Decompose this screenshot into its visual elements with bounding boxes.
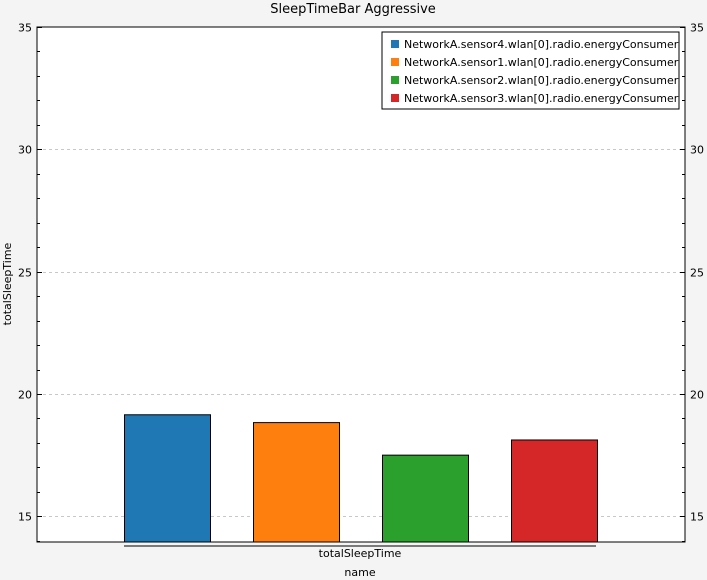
legend-label: NetworkA.sensor1.wlan[0].radio.energyCon… — [404, 56, 679, 69]
legend-label: NetworkA.sensor3.wlan[0].radio.energyCon… — [404, 92, 679, 105]
legend-swatch — [391, 40, 399, 48]
legend-label: NetworkA.sensor2.wlan[0].radio.energyCon… — [404, 74, 679, 87]
y-tick-label: 25 — [18, 267, 32, 280]
bar — [511, 439, 598, 543]
group-label: totalSleepTime — [319, 547, 402, 560]
bar — [124, 414, 211, 543]
y-tick-label-right: 35 — [690, 22, 704, 35]
y-tick-label: 20 — [18, 389, 32, 402]
y-tick-label-right: 30 — [690, 144, 704, 157]
legend-swatch — [391, 76, 399, 84]
y-tick-label-right: 25 — [690, 267, 704, 280]
y-tick-label: 30 — [18, 144, 32, 157]
bar — [382, 454, 469, 543]
y-tick-label-right: 15 — [690, 511, 704, 524]
y-tick-label: 15 — [18, 511, 32, 524]
legend-swatch — [391, 58, 399, 66]
chart-title: SleepTimeBar Aggressive — [270, 2, 436, 17]
legend-swatch — [391, 94, 399, 102]
legend-label: NetworkA.sensor4.wlan[0].radio.energyCon… — [404, 38, 679, 51]
y-axis-ticks: 15 15 20 20 25 25 30 30 35 35 — [18, 22, 704, 542]
y-tick-label-right: 20 — [690, 389, 704, 402]
y-tick-label: 35 — [18, 22, 32, 35]
bar — [253, 422, 340, 543]
bars — [124, 414, 598, 543]
legend-box — [381, 31, 680, 110]
legend: NetworkA.sensor4.wlan[0].radio.energyCon… — [381, 31, 680, 110]
x-axis-label: name — [344, 566, 375, 579]
y-axis-label: totalSleepTime — [1, 242, 14, 325]
